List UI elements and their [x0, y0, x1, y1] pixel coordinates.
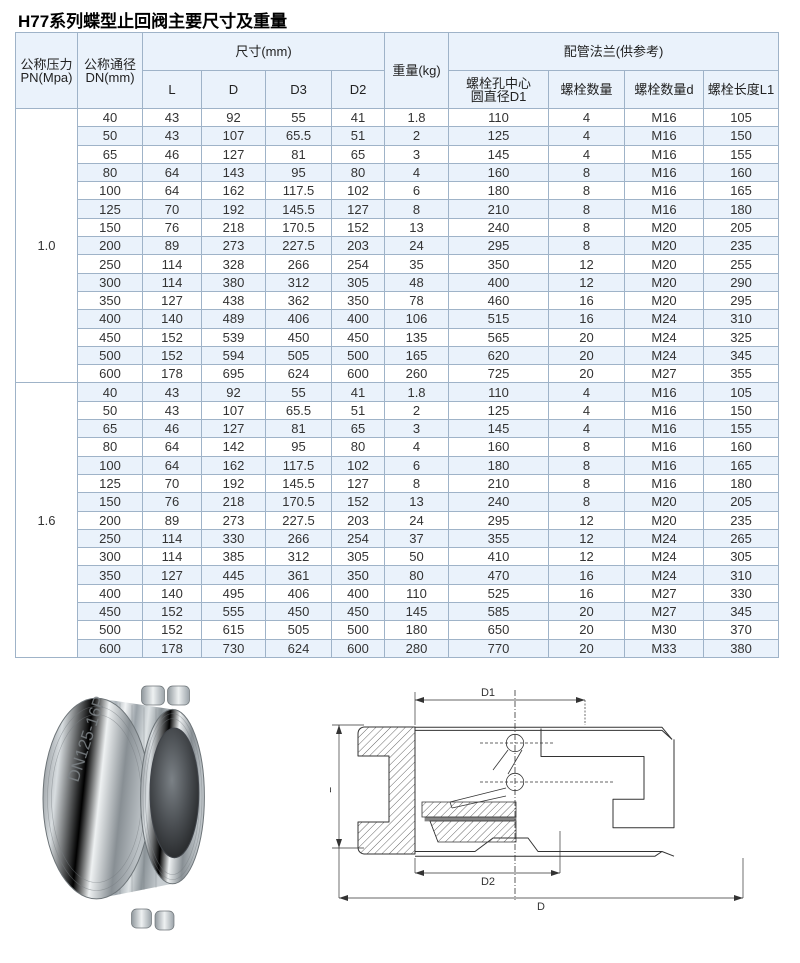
svg-text:D: D: [537, 901, 545, 913]
svg-text:L: L: [330, 787, 334, 793]
svg-text:D2: D2: [481, 876, 495, 888]
svg-text:D1: D1: [481, 687, 495, 699]
